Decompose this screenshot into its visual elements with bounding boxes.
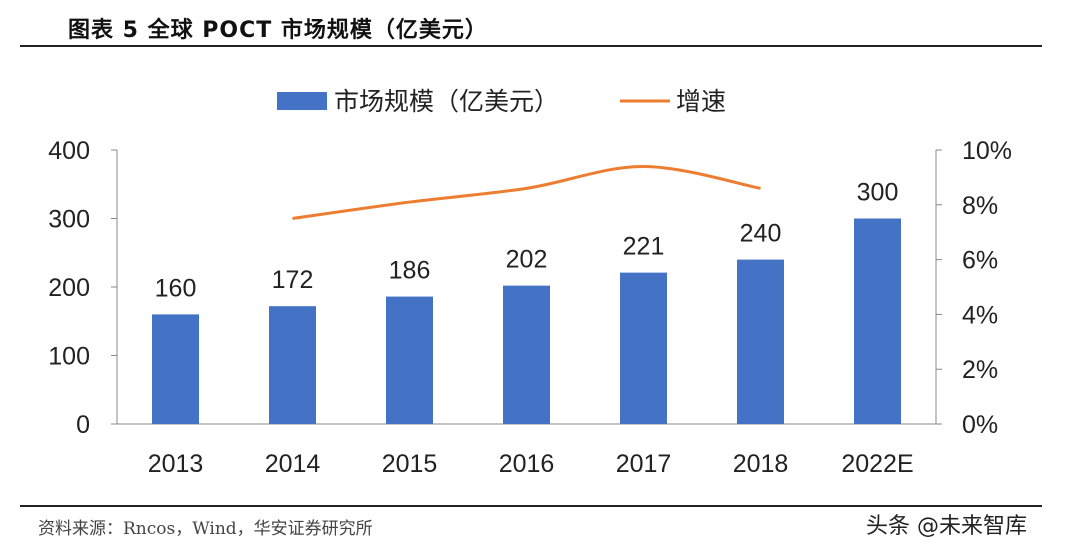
right-tick-label: 4% [962,301,998,329]
bar-data-label: 172 [272,266,314,294]
right-tick-label: 10% [962,137,1012,165]
x-tick-label: 2014 [265,450,321,478]
left-tick-label: 200 [48,274,90,302]
x-tick-label: 2017 [616,450,672,478]
footer-rule [20,505,1042,507]
bar [737,259,784,424]
left-tick-label: 400 [48,137,90,165]
legend-line-label: 增速 [676,88,726,116]
bar-data-label: 300 [857,179,899,207]
chart-title: 图表 5 全球 POCT 市场规模（亿美元） [68,18,488,43]
right-tick-label: 6% [962,247,998,275]
left-tick-label: 300 [48,206,90,234]
bar-data-label: 221 [623,233,665,261]
x-tick-label: 2015 [382,450,438,478]
source-note: 资料来源：Rncos，Wind，华安证券研究所 [38,519,373,539]
bar-data-label: 186 [389,257,431,285]
bar-data-label: 240 [740,220,782,248]
right-tick-label: 2% [962,356,998,384]
chart: 0 100 200 300 400 0% 2% 4% 6% 8% 10% 2013 2014 2015 20… [48,88,1012,478]
bar [503,285,550,424]
bar-data-label: 202 [506,246,548,274]
bar [269,306,316,424]
bar [152,314,199,424]
right-tick-label: 8% [962,192,998,220]
x-tick-label: 2016 [499,450,555,478]
x-tick-label: 2018 [733,450,789,478]
legend-bar-label: 市场规模（亿美元） [334,88,559,116]
bar-data-label: 160 [155,274,197,302]
x-tick-label: 2022E [841,450,913,478]
left-tick-label: 100 [48,343,90,371]
growth-line [292,164,761,220]
bar [620,272,667,424]
watermark: 头条 @未来智库 [866,514,1027,539]
x-tick-label: 2013 [148,450,204,478]
bar [854,218,901,424]
right-tick-label: 0% [962,411,998,439]
left-tick-label: 0 [76,411,90,439]
title-rule [20,45,1042,47]
bar [386,296,433,424]
legend-bar-swatch [277,92,327,110]
